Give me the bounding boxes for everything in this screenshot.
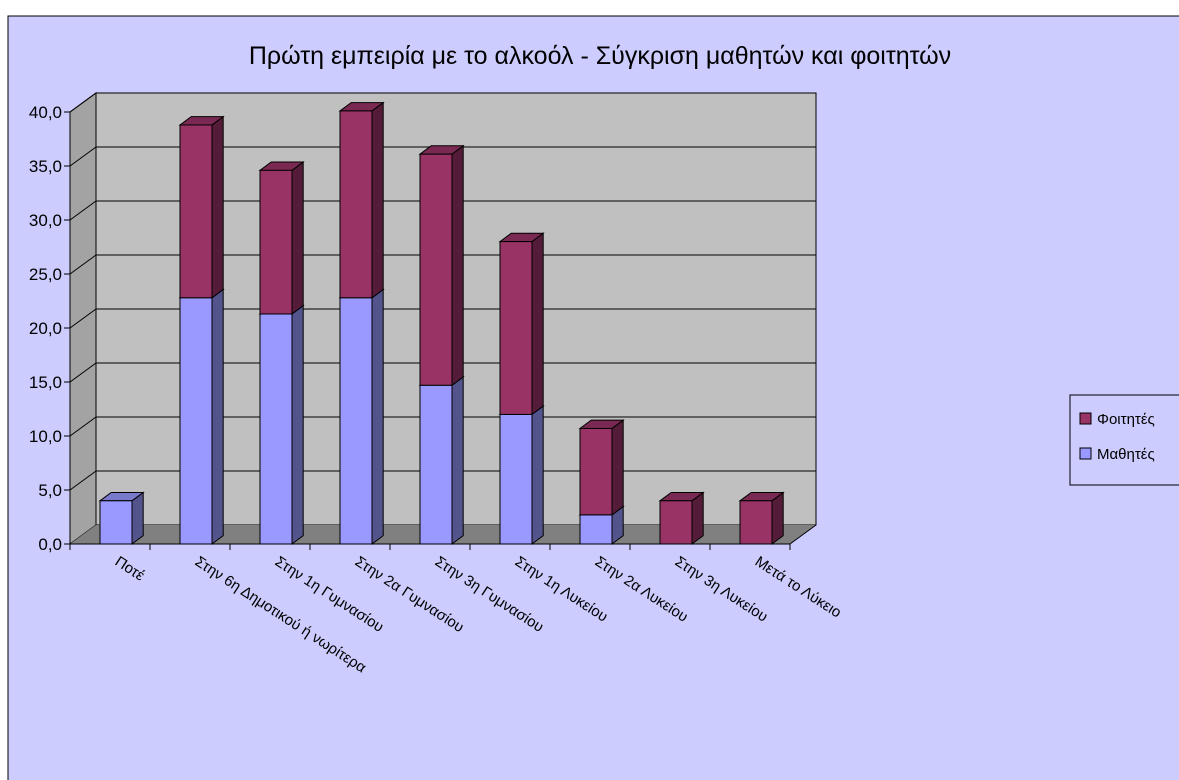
bar-mathites-side — [291, 304, 304, 545]
legend-swatch — [1079, 412, 1092, 425]
legend-label: Φοιτητές — [1097, 411, 1155, 428]
bar-foitites — [419, 153, 453, 386]
legend-swatch — [1079, 447, 1092, 460]
legend-label: Μαθητές — [1097, 446, 1155, 463]
y-tick-label: 40,0 — [29, 103, 62, 122]
y-tick-label: 20,0 — [29, 319, 62, 338]
legend-box — [1069, 394, 1179, 486]
bar-foitites-side — [291, 161, 304, 315]
gridline-side — [69, 308, 97, 329]
bar-foitites — [579, 427, 613, 516]
gridline-side — [69, 200, 97, 221]
gridline-side — [69, 146, 97, 167]
bar-mathites-side — [371, 288, 384, 545]
bar-foitites-side — [371, 101, 384, 299]
bar-mathites — [579, 514, 613, 545]
bar-mathites — [419, 384, 453, 545]
y-tick-labels: 0,0 5,0 10,0 15,0 20,0 25,0 30,0 35,0 40,0 — [29, 103, 70, 554]
bar-foitites-side — [451, 144, 464, 387]
bar-foitites — [179, 124, 213, 299]
bar-foitites-side — [611, 419, 624, 516]
bar-foitites — [499, 241, 533, 415]
legend[interactable]: Φοιτητές Μαθητές — [1069, 394, 1179, 486]
y-tick-label: 35,0 — [29, 157, 62, 176]
bar-mathites — [339, 297, 373, 545]
bar-mathites — [499, 413, 533, 545]
bar-mathites-side — [451, 375, 464, 545]
chart-title: Πρώτη εμπειρία με το αλκοόλ - Σύγκριση μ… — [249, 42, 951, 70]
bar-foitites — [739, 500, 773, 545]
y-tick-label: 30,0 — [29, 211, 62, 230]
bar-foitites — [339, 110, 373, 299]
y-tick-label: 15,0 — [29, 373, 62, 392]
bar-mathites — [259, 313, 293, 545]
bar-mathites — [99, 500, 133, 545]
x-axis-end — [789, 524, 817, 545]
y-tick-label: 5,0 — [38, 481, 62, 500]
bar-mathites-side — [131, 491, 144, 545]
bar-foitites-side — [771, 491, 784, 545]
bar-foitites-side — [211, 115, 224, 299]
bar-foitites — [659, 500, 693, 545]
gridline-side — [69, 362, 97, 383]
bar-foitites — [259, 169, 293, 315]
y-tick-label: 0,0 — [38, 535, 62, 554]
bar-foitites-side — [531, 232, 544, 416]
bar-mathites — [179, 297, 213, 545]
gridline-side — [69, 92, 97, 113]
gridline-side — [69, 416, 97, 437]
gridline-side — [69, 254, 97, 275]
y-tick-label: 25,0 — [29, 265, 62, 284]
bar-foitites-side — [691, 491, 704, 545]
gridline-side — [69, 470, 97, 491]
y-tick-label: 10,0 — [29, 427, 62, 446]
bar-mathites-side — [211, 288, 224, 545]
bar-mathites-side — [531, 405, 544, 545]
